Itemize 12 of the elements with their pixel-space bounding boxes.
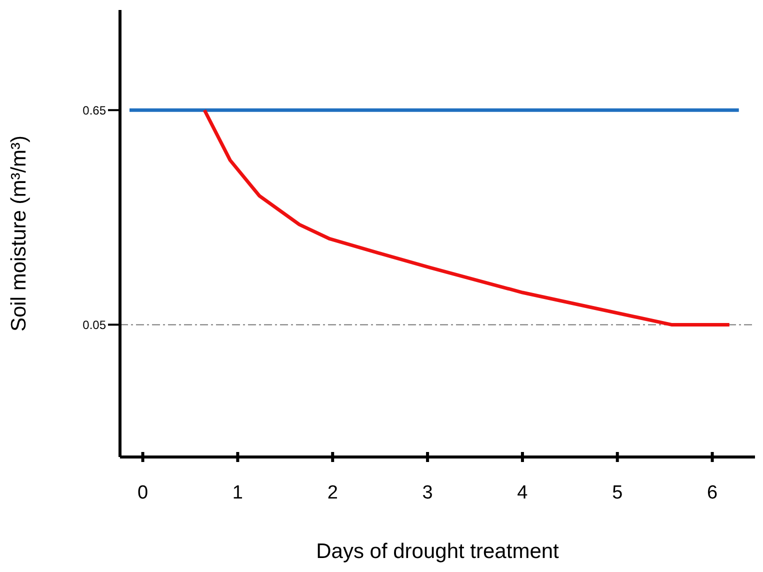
x-tick-label: 0 bbox=[137, 482, 148, 504]
x-axis-title: Days of drought treatment bbox=[316, 540, 560, 563]
x-tick-label: 2 bbox=[327, 482, 338, 504]
y-tick-label: 0.05 bbox=[82, 318, 106, 332]
x-tick-label: 1 bbox=[232, 482, 243, 504]
y-tick-label: 0.65 bbox=[82, 103, 106, 118]
x-tick-label: 4 bbox=[517, 482, 528, 504]
line-series bbox=[202, 108, 732, 326]
x-tick-label: 5 bbox=[612, 482, 623, 504]
x-tick-label: 6 bbox=[707, 482, 718, 504]
y-axis-title: Soil moisture (m³/m³) bbox=[7, 135, 30, 332]
x-tick-label: 3 bbox=[422, 482, 433, 504]
